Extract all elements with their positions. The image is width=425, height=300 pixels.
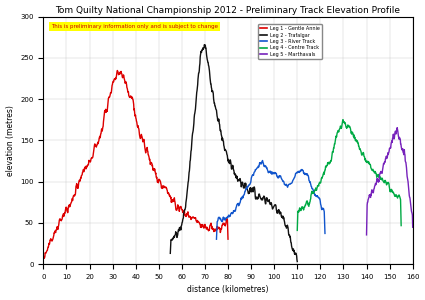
Title: Tom Quilty National Championship 2012 - Preliminary Track Elevation Profile: Tom Quilty National Championship 2012 - …	[56, 6, 400, 15]
X-axis label: distance (kilometres): distance (kilometres)	[187, 285, 269, 294]
Y-axis label: elevation (metres): elevation (metres)	[6, 105, 14, 176]
Text: This is preliminary information only and is subject to change: This is preliminary information only and…	[51, 24, 218, 29]
Legend: Leg 1 - Gentle Annie, Leg 2 - Trafalgar, Leg 3 - River Track, Leg 4 - Centre Tra: Leg 1 - Gentle Annie, Leg 2 - Trafalgar,…	[258, 24, 322, 59]
